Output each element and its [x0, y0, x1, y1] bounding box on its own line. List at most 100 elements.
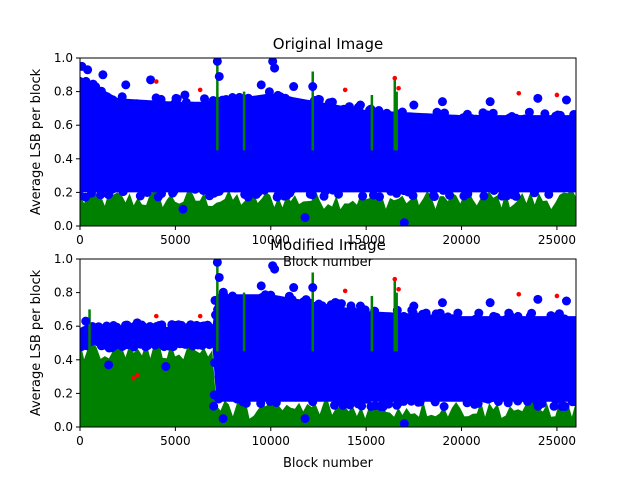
blue-cloud-point — [271, 369, 281, 379]
blue-cloud-point — [385, 345, 395, 355]
blue-cloud-point — [312, 142, 322, 152]
blue-cloud-point — [197, 117, 206, 127]
blue-point — [409, 301, 419, 311]
blue-cloud-point — [542, 384, 552, 394]
blue-point — [178, 204, 188, 214]
blue-cloud-point — [352, 329, 362, 339]
blue-cloud-point — [168, 184, 178, 194]
blue-cloud-point — [214, 394, 224, 404]
blue-cloud-point — [378, 127, 388, 137]
blue-cloud-point — [397, 354, 407, 364]
blue-cloud-point — [282, 190, 292, 200]
blue-cloud-point — [243, 302, 253, 311]
blue-cloud-point — [416, 336, 426, 346]
blue-cloud-point — [208, 96, 218, 105]
blue-cloud-point — [259, 159, 269, 168]
blue-cloud-point — [569, 110, 576, 119]
blue-cloud-point — [135, 191, 145, 201]
blue-cloud-point — [374, 345, 384, 355]
blue-cloud-point — [294, 175, 304, 185]
blue-cloud-point — [152, 322, 161, 331]
blue-cloud-point — [511, 113, 521, 123]
blue-cloud-point — [271, 398, 281, 408]
blue-cloud-point — [437, 147, 447, 157]
blue-cloud-point — [453, 308, 463, 318]
blue-cloud-point — [518, 127, 528, 137]
blue-cloud-point — [316, 123, 325, 133]
blue-cloud-point — [529, 381, 538, 391]
blue-cloud-point — [333, 301, 343, 311]
blue-cloud-point — [232, 384, 242, 394]
blue-cloud-point — [491, 312, 501, 322]
blue-cloud-point — [105, 104, 115, 114]
blue-cloud-point — [545, 182, 555, 192]
blue-point — [289, 283, 299, 293]
blue-cloud-point — [469, 155, 479, 165]
blue-cloud-point — [143, 324, 152, 334]
blue-point — [218, 414, 228, 424]
blue-cloud-point — [527, 308, 537, 318]
blue-cloud-point — [338, 157, 348, 167]
blue-cloud-point — [233, 100, 243, 110]
blue-cloud-point — [290, 380, 300, 390]
blue-cloud-point — [360, 348, 370, 358]
blue-cloud-point — [407, 160, 417, 170]
blue-cloud-point — [175, 339, 185, 349]
panel-modified: 0 5000 10000 15000 20000 25000 0.0 0.2 0.4 0.6 0.8… — [29, 236, 577, 471]
blue-cloud-point — [300, 338, 310, 348]
blue-cloud-point — [566, 156, 576, 166]
x-axis-label-modified: Block number — [283, 456, 374, 471]
blue-cloud-point — [222, 162, 232, 172]
blue-cloud-point — [376, 150, 386, 160]
blue-cloud-point — [372, 166, 382, 176]
ticks-modified: 0 5000 10000 15000 20000 25000 0.0 0.2 0.4 0.6 0.8… — [54, 252, 576, 448]
blue-point — [300, 414, 310, 424]
blue-cloud-point — [110, 121, 120, 131]
blue-cloud-point — [248, 151, 258, 161]
y-tick-label: 0.0 — [54, 420, 73, 434]
blue-cloud-point — [500, 154, 510, 163]
blue-cloud-point — [205, 191, 214, 201]
y-tick-label: 0.6 — [54, 118, 73, 132]
blue-cloud-point — [497, 342, 507, 352]
blue-cloud-point — [327, 183, 337, 192]
blue-cloud-point — [297, 129, 307, 139]
blue-point — [132, 318, 142, 328]
blue-point — [437, 97, 447, 107]
blue-cloud-point — [394, 366, 404, 376]
blue-point — [561, 296, 571, 306]
blue-cloud-point — [530, 186, 539, 196]
blue-cloud-point — [262, 126, 272, 136]
blue-cloud-point — [533, 340, 543, 350]
blue-cloud-point — [88, 150, 98, 159]
blue-cloud-point — [251, 386, 261, 396]
blue-cloud-point — [541, 114, 551, 124]
blue-cloud-point — [384, 164, 394, 174]
blue-point — [83, 65, 93, 75]
blue-cloud-point — [414, 366, 424, 376]
blue-point — [355, 100, 365, 110]
red-point — [392, 276, 398, 282]
blue-cloud-point — [234, 322, 244, 332]
blue-cloud-point — [297, 390, 307, 400]
blue-cloud-point — [438, 185, 448, 195]
blue-cloud-point — [535, 127, 545, 137]
blue-cloud-point — [474, 308, 484, 318]
blue-cloud-point — [211, 178, 221, 188]
blue-point — [256, 281, 266, 291]
blue-cloud-point — [489, 160, 499, 170]
blue-cloud-point — [382, 385, 392, 395]
x-axis-label-original: Block number — [283, 255, 374, 270]
blue-cloud-point — [179, 120, 189, 130]
blue-cloud-point — [290, 351, 299, 361]
red-point — [197, 313, 203, 319]
blue-cloud-point — [545, 163, 555, 172]
y-axis-label-original: Average LSB per block — [29, 68, 44, 215]
blue-cloud-point — [281, 174, 291, 184]
red-point — [197, 87, 203, 93]
blue-cloud-point — [503, 398, 513, 408]
blue-cloud-point — [96, 190, 105, 200]
blue-cloud-point — [515, 333, 525, 343]
blue-cloud-point — [296, 366, 306, 376]
blue-cloud-point — [314, 299, 324, 309]
